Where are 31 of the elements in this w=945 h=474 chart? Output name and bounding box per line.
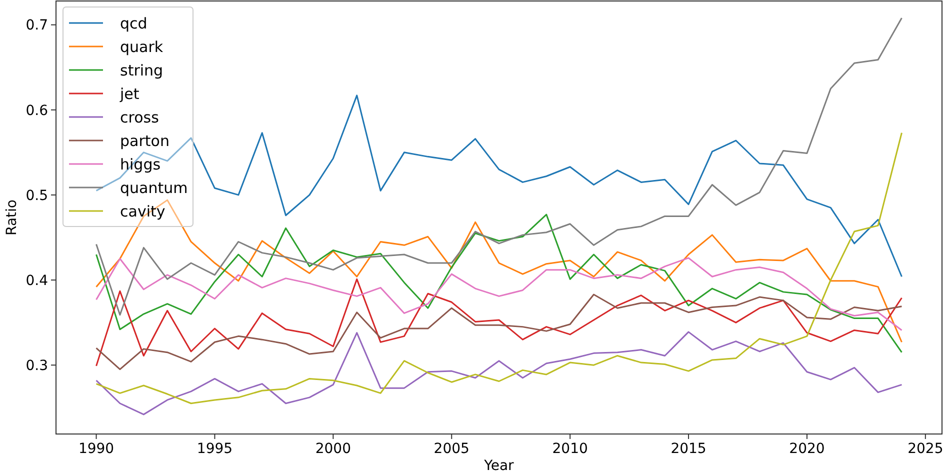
line-series bbox=[96, 331, 902, 416]
x-tick-label: 1995 bbox=[196, 441, 233, 457]
y-tick-label: 0.3 bbox=[26, 358, 48, 374]
legend-label: cavity bbox=[120, 202, 166, 220]
x-tick-label: 2020 bbox=[789, 441, 825, 457]
line-series bbox=[96, 294, 902, 370]
legend-label: parton bbox=[120, 132, 170, 150]
legend-label: cross bbox=[120, 108, 160, 126]
legend-label: higgs bbox=[120, 155, 161, 174]
x-tick-label: 2000 bbox=[315, 441, 351, 457]
line-series bbox=[96, 132, 902, 404]
x-axis-title: Year bbox=[483, 458, 514, 474]
line-series bbox=[96, 199, 902, 343]
legend-label: qcd bbox=[120, 14, 148, 32]
x-tick-label: 2010 bbox=[552, 441, 588, 457]
legend-label: string bbox=[120, 61, 164, 80]
y-tick-label: 0.4 bbox=[26, 272, 48, 289]
line-series bbox=[96, 17, 902, 316]
legend-label: quark bbox=[120, 38, 164, 56]
legend-label: jet bbox=[119, 84, 140, 103]
y-axis-title: Ratio bbox=[4, 200, 20, 236]
x-tick-label: 1990 bbox=[78, 441, 114, 457]
y-tick-label: 0.7 bbox=[26, 18, 48, 34]
x-tick-label: 2025 bbox=[908, 441, 944, 457]
y-tick-label: 0.5 bbox=[26, 188, 48, 204]
x-tick-label: 2015 bbox=[670, 441, 706, 457]
line-series bbox=[96, 278, 902, 367]
x-tick-label: 2005 bbox=[434, 441, 470, 457]
line-series bbox=[96, 257, 902, 331]
y-tick-label: 0.6 bbox=[26, 102, 48, 119]
legend-label: quantum bbox=[120, 178, 188, 197]
